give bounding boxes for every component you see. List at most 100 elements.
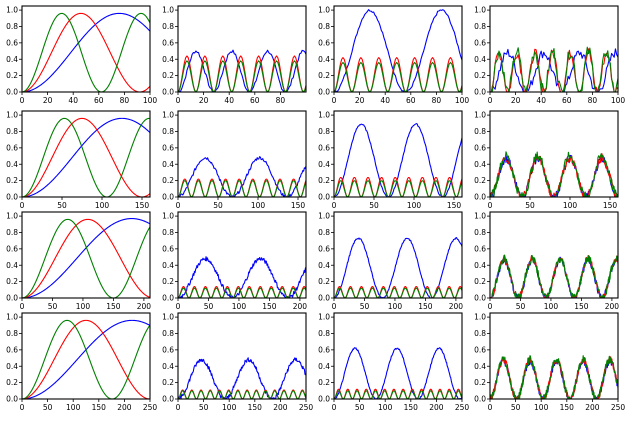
- panel-r1-c0: 0 50 100 150 0.0 0.2 0.4 0.6 0.8 1.0: [6, 110, 151, 210]
- y-tick-label: 0.0: [474, 193, 486, 202]
- y-tick-label: 0.4: [318, 362, 330, 371]
- y-tick-label: 0.8: [6, 127, 18, 136]
- plot-frame: [333, 211, 463, 299]
- y-tick-label: 0.6: [474, 345, 486, 354]
- y-tick-label: 0.6: [318, 244, 330, 253]
- series-line-blue: [178, 256, 306, 298]
- y-tick-label: 0.2: [474, 71, 486, 80]
- x-tick-label: 200: [585, 403, 600, 412]
- y-tick-label: 0.2: [318, 378, 330, 387]
- x-tick-label: 80: [120, 96, 130, 105]
- y-tick-label: 1.0: [162, 212, 174, 221]
- x-tick-label: 200: [117, 403, 132, 412]
- series-line-red: [22, 117, 150, 197]
- x-tick-label: 150: [262, 302, 277, 311]
- x-tick-label: 0: [332, 201, 337, 210]
- plot-frame: [21, 5, 151, 93]
- series-line-red: [22, 12, 150, 92]
- y-tick-label: 0.0: [6, 294, 18, 303]
- x-tick-label: 100: [611, 96, 626, 105]
- y-tick-label: 1.0: [6, 313, 18, 322]
- y-tick-label: 0.6: [6, 143, 18, 152]
- y-tick-label: 0.2: [6, 71, 18, 80]
- x-tick-label: 0: [332, 403, 337, 412]
- y-tick-label: 0.8: [162, 228, 174, 237]
- plot-frame: [21, 312, 151, 400]
- y-tick-label: 0.2: [318, 277, 330, 286]
- y-tick-label: 0.8: [474, 228, 486, 237]
- series-line-green: [178, 180, 306, 197]
- y-tick-label: 0.6: [6, 244, 18, 253]
- x-tick-label: 40: [380, 96, 390, 105]
- series-line-blue: [178, 156, 306, 197]
- x-tick-label: 80: [588, 96, 598, 105]
- series-line-green: [178, 287, 306, 298]
- y-tick-label: 0.0: [474, 294, 486, 303]
- x-tick-label: 150: [404, 403, 419, 412]
- x-tick-label: 100: [388, 302, 403, 311]
- y-tick-label: 0.6: [474, 38, 486, 47]
- y-tick-label: 1.0: [6, 212, 18, 221]
- x-tick-label: 50: [213, 201, 223, 210]
- y-tick-label: 0.0: [474, 395, 486, 404]
- y-tick-label: 0.4: [318, 55, 330, 64]
- y-tick-label: 0.2: [162, 71, 174, 80]
- y-tick-label: 0.6: [162, 143, 174, 152]
- x-tick-label: 150: [106, 302, 121, 311]
- y-tick-label: 0.8: [318, 22, 330, 31]
- y-tick-label: 0.2: [318, 71, 330, 80]
- x-tick-label: 100: [66, 403, 81, 412]
- y-tick-label: 1.0: [162, 6, 174, 15]
- y-tick-label: 0.6: [474, 143, 486, 152]
- y-tick-label: 0.8: [474, 127, 486, 136]
- y-tick-label: 0.4: [162, 55, 174, 64]
- y-tick-label: 0.2: [474, 277, 486, 286]
- y-tick-label: 0.6: [162, 38, 174, 47]
- y-tick-label: 1.0: [318, 6, 330, 15]
- x-tick-label: 150: [135, 201, 150, 210]
- plot-frame: [333, 312, 463, 400]
- x-tick-label: 0: [20, 96, 25, 105]
- x-tick-label: 100: [378, 403, 393, 412]
- series-line-blue: [334, 347, 462, 399]
- y-tick-label: 1.0: [474, 212, 486, 221]
- y-tick-label: 0.2: [474, 176, 486, 185]
- x-tick-label: 0: [332, 302, 337, 311]
- y-tick-label: 0.4: [474, 362, 486, 371]
- y-tick-label: 0.4: [6, 362, 18, 371]
- series-line-blue: [334, 9, 462, 92]
- x-tick-label: 0: [176, 403, 181, 412]
- x-tick-label: 0: [20, 302, 25, 311]
- series-line-green: [22, 117, 150, 197]
- y-tick-label: 1.0: [474, 111, 486, 120]
- x-tick-label: 250: [143, 403, 158, 412]
- plot-frame: [333, 110, 463, 198]
- y-tick-label: 0.4: [474, 55, 486, 64]
- x-tick-label: 60: [250, 96, 260, 105]
- y-tick-label: 0.4: [474, 160, 486, 169]
- x-tick-label: 150: [418, 302, 433, 311]
- x-tick-label: 0: [488, 96, 493, 105]
- panel-r3-c2: 0 50 100 150 200 250 0.0 0.2 0.4 0.6 0.8 1.0: [318, 312, 469, 412]
- x-tick-label: 50: [511, 403, 521, 412]
- panel-r0-c3: 0 20 40 60 80 100 0.0 0.2 0.4 0.6 0.8 1.0: [474, 5, 626, 105]
- y-tick-label: 0.4: [6, 55, 18, 64]
- panel-r1-c1: 0 50 100 150 0.0 0.2 0.4 0.6 0.8 1.0: [162, 110, 307, 210]
- y-tick-label: 0.6: [474, 244, 486, 253]
- x-tick-label: 150: [560, 403, 575, 412]
- y-tick-label: 0.0: [162, 88, 174, 97]
- panel-r2-c0: 0 50 100 150 200 0.0 0.2 0.4 0.6 0.8 1.0: [6, 211, 151, 311]
- y-tick-label: 0.4: [162, 362, 174, 371]
- y-tick-label: 0.6: [318, 143, 330, 152]
- y-tick-label: 0.0: [318, 193, 330, 202]
- y-tick-label: 0.8: [474, 22, 486, 31]
- y-tick-label: 0.0: [162, 294, 174, 303]
- series-line-red: [22, 218, 150, 298]
- x-tick-label: 0: [488, 201, 493, 210]
- panel-r2-c2: 0 50 100 150 200 0.0 0.2 0.4 0.6 0.8 1.0: [318, 211, 463, 311]
- panel-r0-c0: 0 20 40 60 80 100 0.0 0.2 0.4 0.6 0.8 1.0: [6, 5, 157, 105]
- y-tick-label: 1.0: [162, 313, 174, 322]
- plot-frame: [177, 211, 307, 299]
- y-tick-label: 0.8: [318, 228, 330, 237]
